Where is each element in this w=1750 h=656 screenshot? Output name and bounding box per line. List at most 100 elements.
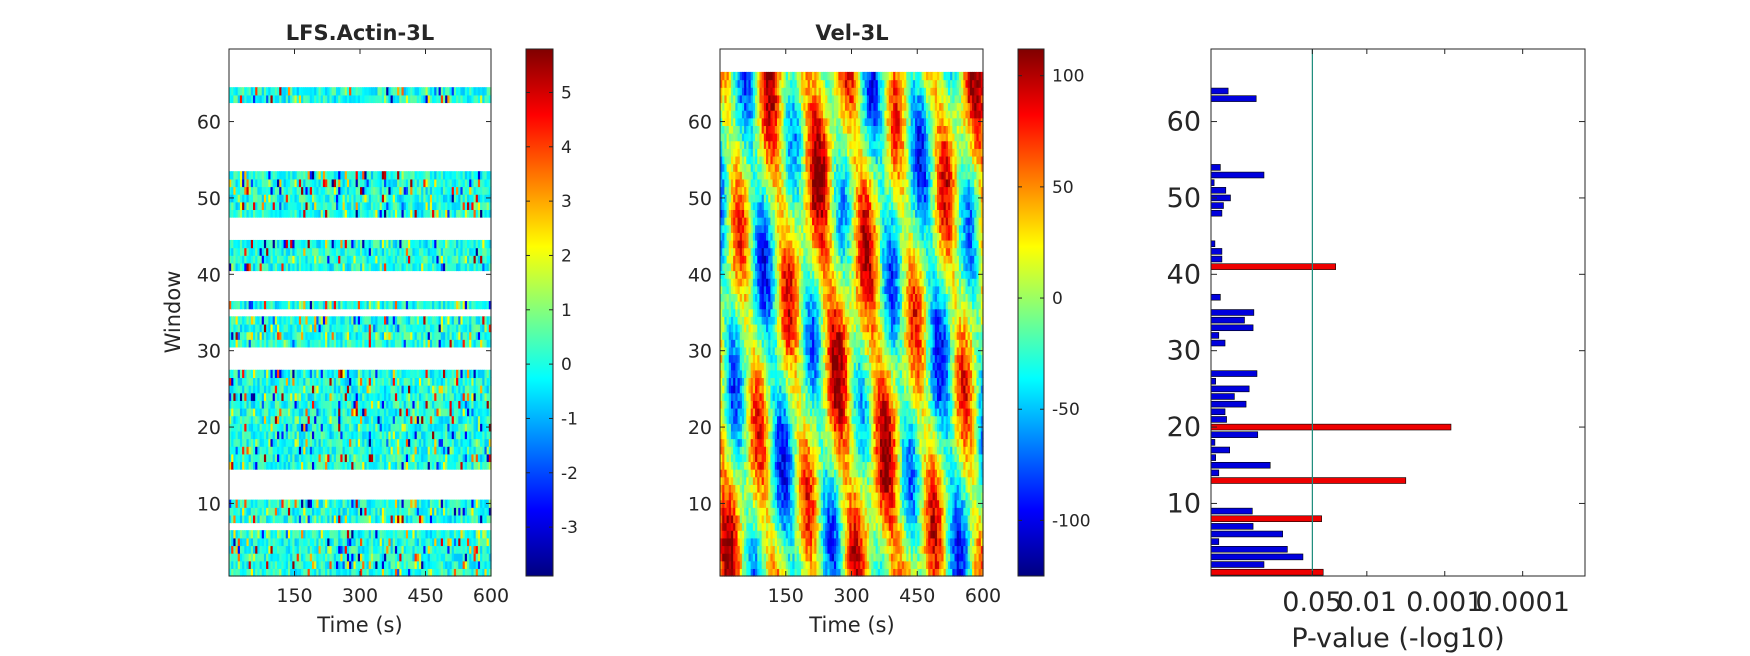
heatmap-cell (462, 255, 466, 264)
heatmap-cell (353, 446, 357, 455)
heatmap-cell (301, 239, 304, 249)
heatmap-cell (436, 369, 440, 379)
heatmap-cell (360, 553, 363, 562)
heatmap-cell (458, 461, 462, 470)
heatmap-cell (237, 301, 241, 310)
heatmap-cell (231, 446, 234, 455)
heatmap-cell (473, 377, 477, 386)
heatmap-cell (274, 339, 278, 348)
heatmap-cell (261, 453, 265, 463)
heatmap-cell (305, 514, 309, 524)
heatmap-cell (357, 255, 361, 264)
heatmap-cell (471, 530, 475, 539)
heatmap-cell (301, 178, 304, 188)
heatmap-cell (477, 239, 481, 249)
heatmap-cell (309, 186, 313, 195)
heatmap-cell (484, 323, 488, 333)
heatmap-cell (368, 461, 372, 470)
heatmap-cell (283, 262, 287, 272)
heatmap-cell (253, 369, 256, 379)
heatmap-cell (394, 407, 398, 417)
heatmap-cell (386, 537, 389, 547)
heatmap-cell (440, 331, 444, 340)
heatmap-cell (735, 553, 739, 562)
heatmap-cell (329, 537, 333, 547)
heatmap-cell (294, 94, 298, 104)
heatmap-cell (335, 262, 339, 272)
heatmap-cell (333, 545, 337, 554)
heatmap-cell (388, 392, 392, 401)
heatmap-cell (486, 553, 490, 562)
heatmap-cell (401, 323, 405, 333)
heatmap-cell (429, 87, 433, 96)
heatmap-cell (421, 186, 424, 195)
heatmap-cell (388, 430, 392, 440)
heatmap-cell (412, 530, 416, 539)
heatmap-cell (375, 255, 379, 264)
heatmap-cell (333, 247, 337, 256)
heatmap-cell (248, 560, 252, 569)
heatmap-cell (233, 247, 237, 256)
heatmap-cell (464, 323, 468, 333)
heatmap-cell (386, 545, 389, 554)
heatmap-cell (362, 407, 365, 417)
heatmap-cell (298, 255, 302, 264)
heatmap-cell (423, 171, 427, 180)
heatmap-cell (888, 568, 892, 577)
heatmap-cell (429, 537, 433, 547)
heatmap-cell (255, 530, 258, 539)
heatmap-cell (473, 339, 477, 348)
heatmap-cell (386, 301, 389, 310)
heatmap-cell (298, 201, 302, 210)
heatmap-cell (246, 178, 250, 188)
heatmap-cell (477, 553, 481, 562)
heatmap-cell (405, 201, 409, 210)
heatmap-cell (477, 560, 481, 569)
heatmap-cell (466, 514, 470, 524)
heatmap-cell (346, 239, 350, 249)
heatmap-cell (364, 568, 368, 577)
heatmap-cell (442, 201, 446, 210)
heatmap-cell (427, 171, 431, 180)
heatmap-cell (814, 560, 818, 569)
heatmap-cell (408, 377, 411, 386)
heatmap-cell (311, 323, 315, 333)
heatmap-cell (344, 499, 348, 508)
heatmap-cell (484, 377, 488, 386)
heatmap-cell (318, 239, 322, 249)
heatmap-cell (373, 323, 376, 333)
heatmap-cell (462, 400, 466, 409)
heatmap-cell (235, 430, 239, 440)
heatmap-cell (414, 446, 418, 455)
heatmap-cell (292, 568, 296, 577)
heatmap-cell (464, 407, 468, 417)
heatmap-cell (373, 331, 376, 340)
heatmap-cell (281, 262, 285, 272)
heatmap-cell (287, 301, 291, 310)
heatmap-cell (318, 453, 322, 463)
heatmap-cell (340, 339, 344, 348)
heatmap-cell (442, 194, 446, 203)
colorbar (525, 48, 554, 577)
heatmap-cell (418, 87, 422, 96)
heatmap-cell (274, 316, 278, 325)
heatmap-cell (263, 507, 267, 516)
heatmap-cell (373, 507, 376, 516)
heatmap-cell (285, 385, 289, 394)
heatmap-cell (349, 461, 352, 470)
heatmap-cell (342, 186, 346, 195)
heatmap-cell (726, 568, 730, 577)
heatmap-cell (410, 331, 413, 340)
heatmap-cell (353, 407, 357, 417)
heatmap-cell (458, 415, 462, 424)
heatmap-cell (408, 415, 411, 424)
heatmap-cell (486, 323, 490, 333)
heatmap-cell (364, 186, 368, 195)
heatmap-cell (263, 87, 267, 96)
heatmap-cell (425, 507, 429, 516)
heatmap-cell (309, 400, 313, 409)
heatmap-cell (231, 94, 234, 104)
heatmap-cell (318, 194, 322, 203)
heatmap-cell (466, 323, 470, 333)
heatmap-cell (274, 514, 278, 524)
